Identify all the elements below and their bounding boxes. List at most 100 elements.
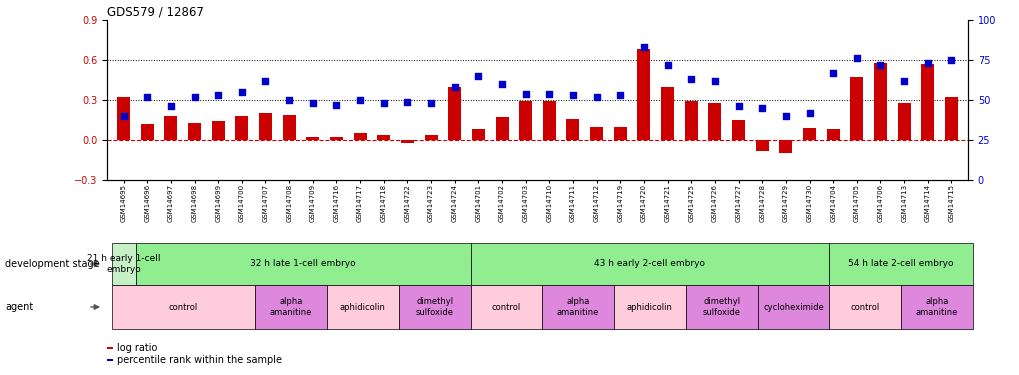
Point [588,94,604,100]
Point [257,78,273,84]
Point [446,84,463,90]
Point [210,92,226,98]
Text: 32 h late 1-cell embryo: 32 h late 1-cell embryo [250,260,356,268]
Text: control: control [169,303,198,312]
Bar [542,285,613,329]
Point [398,99,415,105]
Bar [107,347,113,349]
Bar [136,243,470,285]
Text: alpha
amanitine: alpha amanitine [915,297,957,317]
Bar [327,285,398,329]
Text: percentile rank within the sample: percentile rank within the sample [117,355,281,365]
Text: cycloheximide: cycloheximide [762,303,823,312]
Point [541,91,557,97]
Point [801,110,817,116]
Text: control: control [491,303,521,312]
Text: development stage: development stage [5,259,100,269]
Point [328,102,344,108]
Bar [187,123,201,140]
Point [233,89,250,95]
Bar [637,50,650,140]
Bar [112,243,136,285]
Point [943,57,959,63]
Bar [472,129,484,140]
Point [305,100,321,106]
Bar [590,127,602,140]
Point [493,81,510,87]
Bar [920,64,933,140]
Bar [660,87,674,140]
Bar [828,285,900,329]
Point [919,60,935,66]
Point [730,104,746,110]
Point [824,70,841,76]
Point [280,97,297,103]
Bar [828,243,972,285]
Text: alpha
amanitine: alpha amanitine [270,297,312,317]
Text: GDS579 / 12867: GDS579 / 12867 [107,6,204,19]
Point [115,113,131,119]
Point [565,92,581,98]
Bar [944,98,957,140]
Point [611,92,628,98]
Point [659,62,676,68]
Bar [141,124,154,140]
Bar [825,129,839,140]
Point [186,94,203,100]
Bar [897,103,910,140]
Bar [470,243,828,285]
Bar [400,140,414,142]
Point [753,105,769,111]
Bar [377,135,390,140]
Point [163,104,179,110]
Point [776,113,793,119]
Bar [757,285,828,329]
Point [706,78,722,84]
Text: aphidicolin: aphidicolin [627,303,673,312]
Bar [495,117,508,140]
Text: aphidicolin: aphidicolin [339,303,385,312]
Point [470,73,486,79]
Point [352,97,368,103]
Text: dimethyl
sulfoxide: dimethyl sulfoxide [416,297,453,317]
Bar [259,113,272,140]
Text: control: control [850,303,879,312]
Point [848,56,864,62]
Bar [164,116,177,140]
Text: dimethyl
sulfoxide: dimethyl sulfoxide [702,297,740,317]
Bar [900,285,972,329]
Bar [779,140,792,153]
Point [139,94,155,100]
Point [423,100,439,106]
Bar [802,128,815,140]
Point [375,100,391,106]
Text: 43 h early 2-cell embryo: 43 h early 2-cell embryo [594,260,705,268]
Bar [755,140,768,151]
Bar [212,122,224,140]
Bar [424,135,437,140]
Bar [542,101,555,140]
Bar [708,103,720,140]
Point [871,62,888,68]
Bar [255,285,327,329]
Bar [112,285,255,329]
Point [635,44,651,50]
Bar [684,101,697,140]
Bar [470,285,542,329]
Bar [306,137,319,140]
Bar [613,127,627,140]
Bar [235,116,248,140]
Bar [282,115,296,140]
Bar [117,98,130,140]
Point [517,91,533,97]
Point [895,78,911,84]
Bar [613,285,685,329]
Text: agent: agent [5,302,34,312]
Bar [873,63,887,140]
Text: 21 h early 1-cell
embryо: 21 h early 1-cell embryо [87,254,160,274]
Bar [447,87,461,140]
Bar [354,134,366,140]
Bar [329,137,342,140]
Bar [519,101,532,140]
Bar [566,118,579,140]
